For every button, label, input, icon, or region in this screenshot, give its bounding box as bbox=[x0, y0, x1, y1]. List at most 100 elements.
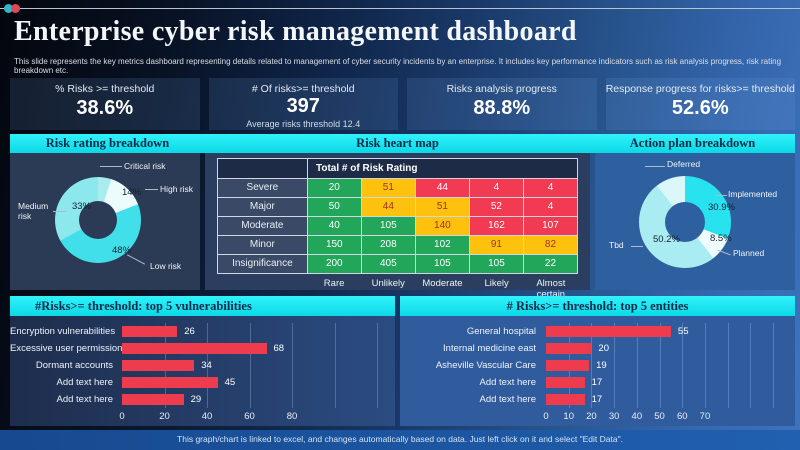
bar-category-label: Add text here bbox=[479, 377, 536, 388]
bar-row: 45 bbox=[122, 374, 394, 391]
callout-line bbox=[645, 166, 665, 167]
bar-row: 17 bbox=[546, 391, 789, 408]
bar bbox=[122, 394, 184, 405]
bar-category-labels: Encryption vulnerabilities Excessive user… bbox=[10, 323, 128, 408]
bar-category-label: Dormant accounts bbox=[35, 360, 113, 371]
bar-value-label: 45 bbox=[224, 377, 236, 388]
heatmap-column-label: Almost certain bbox=[536, 278, 566, 300]
kpi-value: 88.8% bbox=[473, 97, 531, 119]
bar bbox=[546, 326, 671, 337]
gridline bbox=[292, 323, 293, 408]
footer-note: This graph/chart is linked to excel, and… bbox=[0, 430, 800, 450]
entities-header-band: # Risks>= threshold: top 5 entities bbox=[400, 296, 795, 316]
slice-label-medium: Medium risk bbox=[18, 201, 49, 221]
bar-category-label: Encryption vulnerabilities bbox=[10, 326, 116, 337]
gridline bbox=[636, 323, 638, 408]
bar-value-label: 17 bbox=[591, 394, 603, 405]
bar-category-label: Excessive user permissions bbox=[10, 343, 128, 354]
slice-label-deferred: Deferred bbox=[667, 159, 701, 169]
top-divider-line bbox=[0, 8, 800, 9]
heatmap-header-row: Total # of Risk Rating bbox=[218, 159, 578, 179]
heatmap-row-label: Insignificance bbox=[218, 255, 308, 274]
heatmap-cell: 4 bbox=[469, 179, 524, 198]
callout-line bbox=[145, 189, 158, 190]
slice-label-high: High risk bbox=[160, 184, 194, 194]
bar-category-label: Internal medicine east bbox=[443, 343, 536, 354]
risk-rating-donut-chart[interactable]: 33% 14% 48% Critical risk High risk Medi… bbox=[10, 153, 200, 290]
slice-pct-implemented: 30.9% bbox=[708, 202, 735, 213]
gridline bbox=[614, 323, 616, 408]
bar bbox=[546, 360, 590, 371]
slice-label-critical: Critical risk bbox=[124, 161, 166, 171]
heatmap-row: Severe 20 51 44 4 4 bbox=[218, 179, 578, 198]
bar-category-label: Add text here bbox=[56, 377, 113, 388]
heatmap-cell: 102 bbox=[415, 236, 470, 255]
x-axis-tick-label: 60 bbox=[244, 411, 255, 422]
bar-row: 29 bbox=[122, 391, 394, 408]
kpi-label: % Risks >= threshold bbox=[55, 83, 155, 95]
top5-entities-bar-chart[interactable]: General hospital Internal medicine east As… bbox=[400, 316, 795, 426]
heatmap-cell: 105 bbox=[469, 255, 524, 274]
heatmap-cell: 107 bbox=[523, 217, 578, 236]
x-axis-tick-label: 40 bbox=[631, 411, 643, 422]
heatmap-cell: 162 bbox=[469, 217, 524, 236]
bar-value-label: 20 bbox=[598, 343, 609, 354]
x-axis-tick-label: 20 bbox=[159, 411, 170, 422]
heatmap-cell: 82 bbox=[523, 236, 578, 255]
bar-row: 34 bbox=[122, 357, 394, 374]
kpi-label: # Of risks>= threshold bbox=[251, 83, 355, 95]
kpi-card-response-progress: Response progress for risks>= threshold … bbox=[605, 78, 795, 130]
heatmap-column-label: Likely bbox=[484, 278, 509, 289]
gridline bbox=[659, 323, 661, 408]
heatmap-row-label: Major bbox=[218, 198, 308, 217]
heatmap-table: Total # of Risk Rating Severe 20 51 44 4 4 Majo… bbox=[217, 158, 578, 300]
kpi-subtext: Average risks threshold 12.4 bbox=[246, 119, 361, 129]
heatmap-cell: 52 bbox=[469, 198, 524, 217]
x-axis: 0 20 40 60 80 bbox=[119, 411, 394, 423]
bar bbox=[122, 360, 195, 371]
section-title-heat-map: Risk heart map bbox=[356, 136, 439, 150]
heatmap-row-label: Severe bbox=[218, 179, 308, 198]
x-axis-tick-label: 0 bbox=[543, 411, 549, 422]
bar bbox=[546, 394, 585, 405]
gridline bbox=[773, 323, 775, 408]
bar-category-label: Add text here bbox=[479, 394, 536, 405]
bar-row: 20 bbox=[546, 340, 789, 357]
bar-value-label: 55 bbox=[677, 326, 689, 337]
kpi-card-num-risks: # Of risks>= threshold 397 Average risks… bbox=[208, 78, 398, 130]
bar-row: 19 bbox=[546, 357, 789, 374]
bar-row: 68 bbox=[122, 340, 394, 357]
donut-hole bbox=[665, 202, 705, 242]
heatmap-cell: 208 bbox=[361, 236, 416, 255]
vulnerabilities-header-band: #Risks>= threshold: top 5 vulnerabilitie… bbox=[10, 296, 395, 316]
heatmap-cell: 405 bbox=[361, 255, 416, 274]
heatmap-cell: 105 bbox=[361, 217, 416, 236]
risk-heat-map-chart[interactable]: Total # of Risk Rating Severe 20 51 44 4 4 Majo… bbox=[205, 153, 590, 300]
heatmap-cell: 51 bbox=[361, 179, 416, 198]
red-dot-icon bbox=[11, 4, 20, 13]
callout-line bbox=[126, 254, 146, 265]
bar-value-label: 68 bbox=[273, 343, 285, 354]
action-plan-donut-chart[interactable]: 30.9% 8.5% 50.2% Deferred Implemented Tb… bbox=[595, 153, 795, 290]
x-axis-tick-label: 30 bbox=[608, 411, 620, 422]
gridline bbox=[727, 323, 729, 408]
x-axis-tick-label: 60 bbox=[676, 411, 688, 422]
bar bbox=[122, 377, 218, 388]
heatmap-cell: 4 bbox=[523, 179, 578, 198]
gridline bbox=[750, 323, 752, 408]
slice-pct-low: 48% bbox=[112, 245, 132, 256]
x-axis-tick-label: 70 bbox=[699, 411, 711, 422]
slice-label-planned: Planned bbox=[733, 248, 765, 258]
slice-pct-tbd: 50.2% bbox=[653, 234, 680, 245]
bar-value-label: 19 bbox=[596, 360, 607, 371]
bar-row: 17 bbox=[546, 374, 789, 391]
bar-value-label: 26 bbox=[184, 326, 195, 337]
gridline bbox=[249, 323, 251, 408]
bar-value-label: 29 bbox=[190, 394, 202, 405]
gridline bbox=[207, 323, 208, 408]
top5-vulnerabilities-bar-chart[interactable]: Encryption vulnerabilities Excessive user… bbox=[10, 316, 395, 426]
x-axis-tick-label: 80 bbox=[286, 411, 298, 422]
heatmap-column-label: Moderate bbox=[422, 278, 463, 289]
kpi-value: 397 bbox=[286, 95, 320, 117]
